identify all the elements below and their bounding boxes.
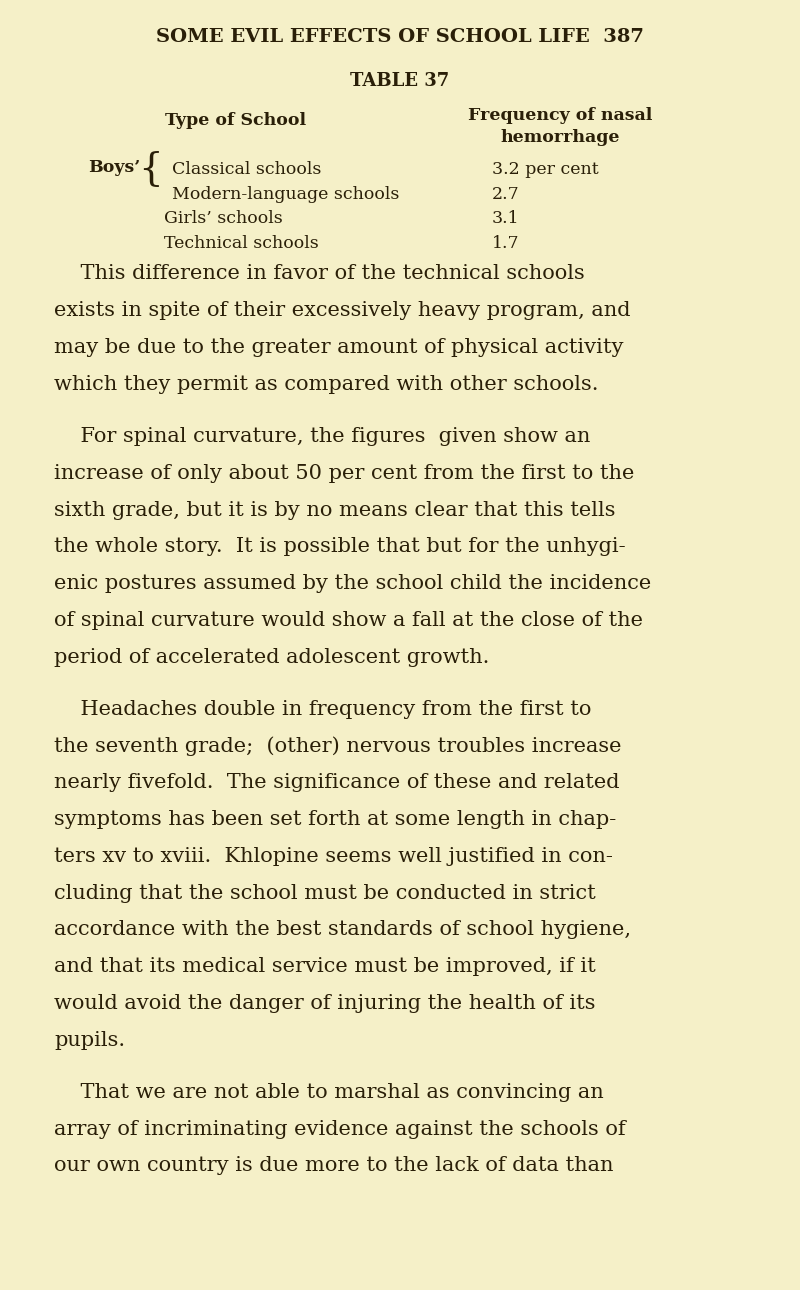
Text: cluding that the school must be conducted in strict: cluding that the school must be conducte…: [54, 884, 596, 903]
Text: array of incriminating evidence against the schools of: array of incriminating evidence against …: [54, 1120, 626, 1139]
Text: Headaches double in frequency from the first to: Headaches double in frequency from the f…: [54, 699, 592, 719]
Text: Frequency of nasal: Frequency of nasal: [468, 107, 652, 124]
Text: exists in spite of their excessively heavy program, and: exists in spite of their excessively hea…: [54, 301, 631, 320]
Text: pupils.: pupils.: [54, 1031, 126, 1050]
Text: TABLE 37: TABLE 37: [350, 72, 450, 90]
Text: That we are not able to marshal as convincing an: That we are not able to marshal as convi…: [54, 1082, 604, 1102]
Text: the whole story.  It is possible that but for the unhygi-: the whole story. It is possible that but…: [54, 537, 626, 556]
Text: symptoms has been set forth at some length in chap-: symptoms has been set forth at some leng…: [54, 810, 617, 829]
Text: Girls’ schools: Girls’ schools: [164, 210, 282, 227]
Text: sixth grade, but it is by no means clear that this tells: sixth grade, but it is by no means clear…: [54, 501, 616, 520]
Text: increase of only about 50 per cent from the first to the: increase of only about 50 per cent from …: [54, 463, 634, 482]
Text: and that its medical service must be improved, if it: and that its medical service must be imp…: [54, 957, 596, 977]
Text: ters xv to xviii.  Khlopine seems well justified in con-: ters xv to xviii. Khlopine seems well ju…: [54, 846, 614, 866]
Text: the seventh grade;  (other) nervous troubles increase: the seventh grade; (other) nervous troub…: [54, 737, 622, 756]
Text: nearly fivefold.  The significance of these and related: nearly fivefold. The significance of the…: [54, 773, 620, 792]
Text: Classical schools: Classical schools: [172, 161, 322, 178]
Text: would avoid the danger of injuring the health of its: would avoid the danger of injuring the h…: [54, 993, 596, 1013]
Text: of spinal curvature would show a fall at the close of the: of spinal curvature would show a fall at…: [54, 610, 643, 630]
Text: {: {: [138, 151, 162, 188]
Text: 1.7: 1.7: [492, 235, 520, 252]
Text: This difference in favor of the technical schools: This difference in favor of the technica…: [54, 264, 585, 284]
Text: accordance with the best standards of school hygiene,: accordance with the best standards of sc…: [54, 920, 631, 939]
Text: 2.7: 2.7: [492, 186, 520, 203]
Text: our own country is due more to the lack of data than: our own country is due more to the lack …: [54, 1156, 614, 1175]
Text: 3.2 per cent: 3.2 per cent: [492, 161, 598, 178]
Text: period of accelerated adolescent growth.: period of accelerated adolescent growth.: [54, 648, 490, 667]
Text: may be due to the greater amount of physical activity: may be due to the greater amount of phys…: [54, 338, 624, 357]
Text: Type of School: Type of School: [166, 112, 306, 129]
Text: SOME EVIL EFFECTS OF SCHOOL LIFE  387: SOME EVIL EFFECTS OF SCHOOL LIFE 387: [156, 28, 644, 46]
Text: Technical schools: Technical schools: [164, 235, 318, 252]
Text: Modern-language schools: Modern-language schools: [172, 186, 399, 203]
Text: For spinal curvature, the figures  given show an: For spinal curvature, the figures given …: [54, 427, 590, 446]
Text: which they permit as compared with other schools.: which they permit as compared with other…: [54, 374, 599, 393]
Text: hemorrhage: hemorrhage: [500, 129, 620, 146]
Text: Boys’: Boys’: [88, 159, 140, 175]
Text: 3.1: 3.1: [492, 210, 520, 227]
Text: enic postures assumed by the school child the incidence: enic postures assumed by the school chil…: [54, 574, 652, 593]
